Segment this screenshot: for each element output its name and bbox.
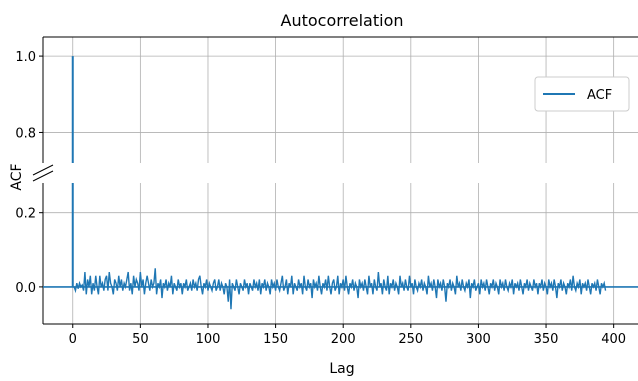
lower-y-tick-label: 0.0 [15,281,36,296]
upper-y-tick-label: 0.8 [15,126,36,141]
axis-break-mark [33,165,53,175]
x-tick-label: 200 [331,332,356,347]
x-tick-label: 300 [466,332,491,347]
x-axis-label: Lag [329,361,354,377]
x-tick-label: 400 [601,332,626,347]
y-axis-label: ACF [9,163,25,190]
x-tick-label: 350 [534,332,559,347]
lower-panel: 0.2 0.0 [15,183,638,324]
legend: ACF [535,77,629,111]
upper-y-tick-label: 1.0 [15,50,36,65]
acf-series-line [73,268,606,309]
x-tick-label: 250 [398,332,423,347]
axis-break-mark [33,171,53,181]
x-tick-label: 150 [263,332,288,347]
lower-y-tick-label: 0.2 [15,207,36,222]
x-tick-label: 0 [69,332,77,347]
x-tick-label: 100 [196,332,221,347]
x-axis-ticks: 0 50 100 150 200 250 300 350 400 [69,324,626,347]
chart-title: Autocorrelation [281,11,404,30]
x-tick-label: 50 [132,332,149,347]
axis-break-marks [33,165,53,181]
legend-label-acf: ACF [587,88,612,103]
